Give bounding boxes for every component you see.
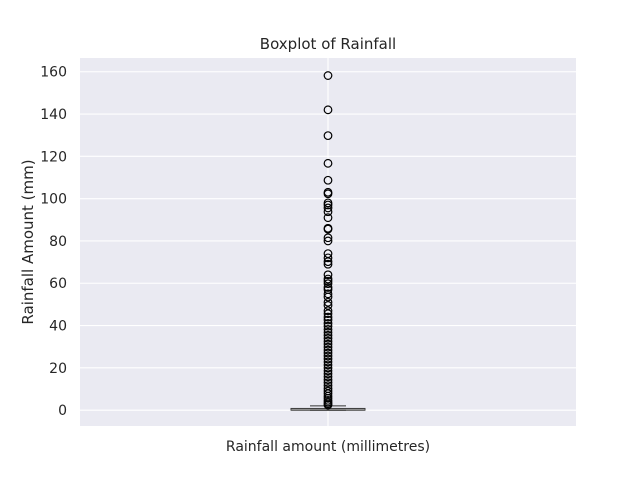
outlier-point <box>323 257 333 267</box>
outlier-point <box>323 189 333 199</box>
outlier-point <box>323 400 333 410</box>
y-tick-label: 20 <box>49 361 67 377</box>
outlier-point <box>323 319 333 328</box>
y-axis-label: Rainfall Amount (mm) <box>19 159 37 324</box>
outlier-point <box>323 253 333 263</box>
outlier-point <box>323 327 333 337</box>
outlier-point <box>323 375 333 385</box>
y-tick-label: 0 <box>58 403 67 419</box>
outlier-point <box>323 224 333 234</box>
x-tick-label: Rainfall amount (millimetres) <box>226 439 430 455</box>
outlier-point <box>323 354 333 364</box>
outlier-point <box>323 276 333 286</box>
outlier-point <box>323 279 333 289</box>
outlier-point <box>323 175 333 185</box>
outlier-point <box>323 363 333 373</box>
outlier-point <box>323 233 333 243</box>
outlier-point <box>323 203 333 213</box>
outlier-point <box>323 339 333 349</box>
outlier-point <box>323 324 333 334</box>
outlier-point <box>323 357 333 367</box>
outlier-point <box>323 360 333 370</box>
y-tick-label: 160 <box>40 65 67 81</box>
outlier-point <box>323 333 333 343</box>
outlier-point <box>323 207 333 217</box>
outlier-point <box>323 389 333 399</box>
outlier-point <box>323 259 333 269</box>
outlier-point <box>323 213 333 223</box>
outlier-point <box>323 312 333 322</box>
outlier-point <box>323 131 333 141</box>
outlier-point <box>323 200 333 210</box>
outlier-point <box>323 315 333 325</box>
y-tick-label: 100 <box>40 192 67 208</box>
outlier-point <box>323 366 333 376</box>
outlier-point <box>323 289 333 299</box>
y-tick-label: 60 <box>49 276 67 292</box>
outlier-point <box>323 369 333 379</box>
outlier-point <box>323 270 333 280</box>
outlier-point <box>323 71 333 80</box>
y-tick-label: 40 <box>49 319 67 335</box>
outlier-point <box>323 342 333 352</box>
outlier-point <box>323 297 333 307</box>
outlier-point <box>323 372 333 382</box>
y-tick-label: 140 <box>40 107 67 123</box>
outlier-point <box>323 330 333 340</box>
outlier-point <box>323 348 333 358</box>
outlier-point <box>323 105 333 115</box>
outlier-point <box>323 378 333 388</box>
outlier-point <box>323 345 333 355</box>
outlier-point <box>323 321 333 331</box>
y-tick-label: 80 <box>49 234 67 250</box>
outlier-point <box>323 158 333 168</box>
outlier-point <box>323 306 333 316</box>
outlier-point <box>323 292 333 302</box>
outlier-point <box>323 236 333 246</box>
outlier-point <box>323 351 333 361</box>
outlier-point <box>323 301 333 310</box>
chart-title: Boxplot of Rainfall <box>260 35 396 53</box>
outlier-point <box>323 336 333 346</box>
y-tick-label: 120 <box>40 149 67 165</box>
outlier-point <box>323 309 333 319</box>
